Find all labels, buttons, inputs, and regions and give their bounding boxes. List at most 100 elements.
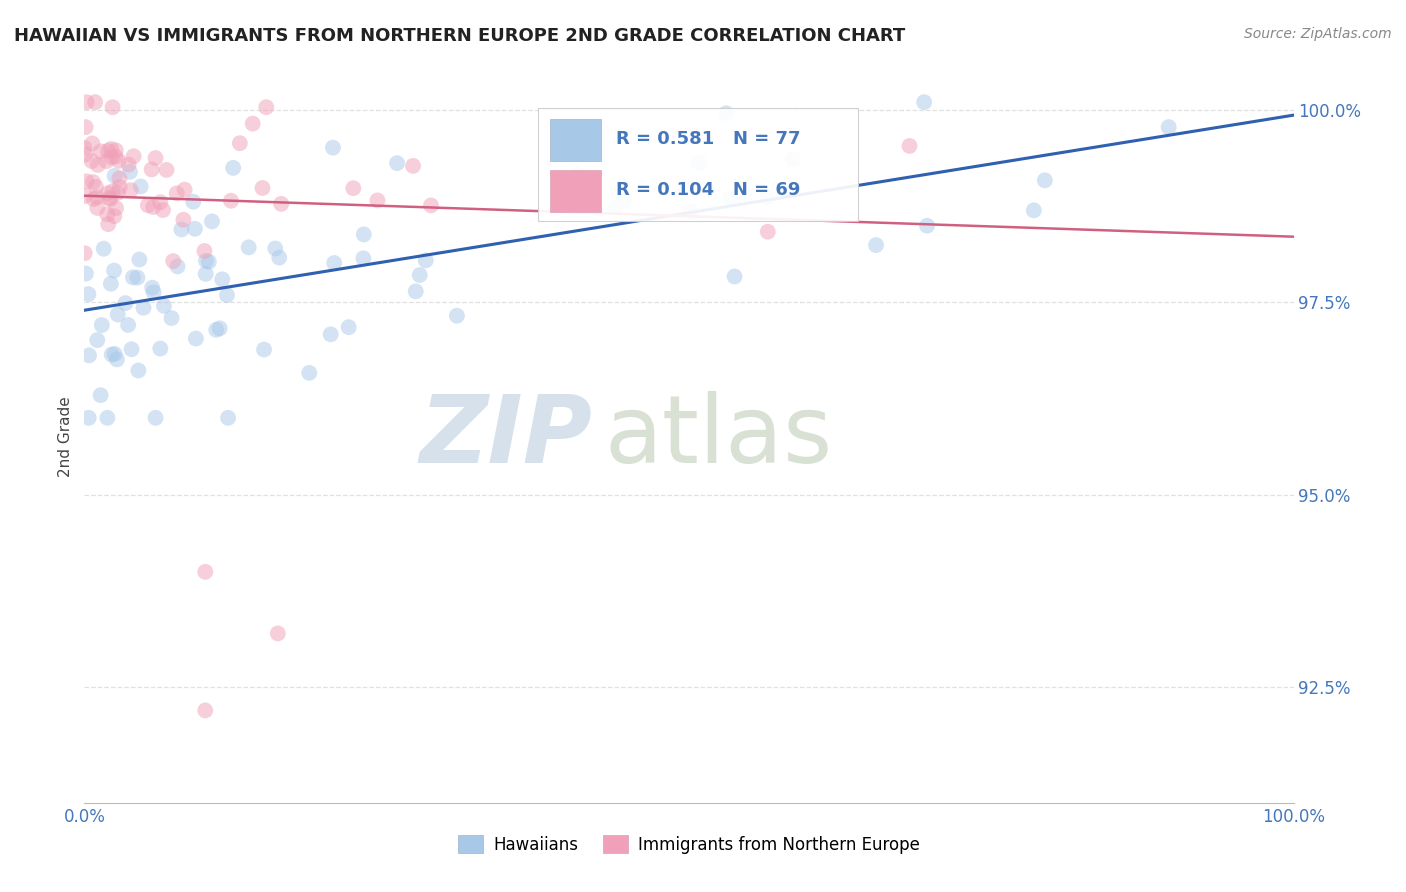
Text: R = 0.581   N = 77: R = 0.581 N = 77 <box>616 129 801 148</box>
Point <box>108 180 131 194</box>
Point <box>129 179 152 194</box>
Point <box>103 263 125 277</box>
Point <box>149 342 172 356</box>
Point <box>222 161 245 175</box>
Point <box>166 260 188 274</box>
Point <box>93 242 115 256</box>
Point <box>405 285 427 299</box>
Text: Source: ZipAtlas.com: Source: ZipAtlas.com <box>1244 27 1392 41</box>
Point <box>103 209 125 223</box>
Text: R = 0.104   N = 69: R = 0.104 N = 69 <box>616 181 801 199</box>
Point <box>208 321 231 335</box>
Point <box>342 181 364 195</box>
Point <box>352 252 374 266</box>
Point <box>194 253 217 268</box>
FancyBboxPatch shape <box>550 170 600 211</box>
Point <box>80 154 103 169</box>
Point <box>323 256 346 270</box>
Point <box>121 343 143 357</box>
Point <box>319 327 342 342</box>
Point <box>82 175 104 189</box>
Y-axis label: 2nd Grade: 2nd Grade <box>58 397 73 477</box>
Point <box>219 194 242 208</box>
Point <box>97 186 120 201</box>
Point <box>100 142 122 156</box>
Point <box>149 195 172 210</box>
Point <box>141 281 163 295</box>
Point <box>270 196 292 211</box>
Point <box>194 267 217 281</box>
Point <box>96 207 118 221</box>
FancyBboxPatch shape <box>538 108 858 221</box>
Point <box>1033 173 1056 187</box>
Point <box>153 299 176 313</box>
Point <box>127 270 149 285</box>
Point <box>142 285 165 300</box>
Point <box>420 198 443 212</box>
Point <box>107 153 129 168</box>
Point <box>756 225 779 239</box>
Point <box>170 222 193 236</box>
Point <box>105 201 128 215</box>
Point <box>353 227 375 242</box>
Point <box>155 163 177 178</box>
Point <box>714 106 737 120</box>
Point <box>100 347 122 361</box>
Point <box>160 311 183 326</box>
Point <box>86 201 108 215</box>
Text: atlas: atlas <box>605 391 832 483</box>
Point <box>201 214 224 228</box>
Point <box>77 410 100 425</box>
Point <box>166 186 188 201</box>
Point <box>118 158 141 172</box>
Point <box>211 272 233 286</box>
Point <box>242 117 264 131</box>
Point <box>104 150 127 164</box>
Point <box>136 198 159 212</box>
Text: ZIP: ZIP <box>419 391 592 483</box>
Point <box>108 171 131 186</box>
Point <box>107 186 129 200</box>
Point <box>77 348 100 362</box>
Point <box>76 95 98 110</box>
Point <box>104 347 127 361</box>
Point <box>84 179 107 194</box>
Point <box>723 269 745 284</box>
Point <box>720 192 742 206</box>
Point <box>162 254 184 268</box>
Point <box>101 100 124 114</box>
Point <box>205 323 228 337</box>
Point <box>86 333 108 347</box>
Point <box>128 252 150 267</box>
Point <box>104 143 127 157</box>
Point <box>117 318 139 332</box>
Point <box>269 251 291 265</box>
Point <box>298 366 321 380</box>
Point <box>82 136 104 151</box>
Point <box>118 165 141 179</box>
Point <box>122 270 145 285</box>
Point <box>90 318 112 332</box>
Point <box>132 301 155 315</box>
Point <box>184 332 207 346</box>
Point <box>83 192 105 206</box>
Point <box>194 565 217 579</box>
Point <box>145 410 167 425</box>
Point <box>145 151 167 165</box>
Point <box>96 154 118 169</box>
Point <box>898 139 921 153</box>
Point <box>267 626 290 640</box>
Point <box>76 174 98 188</box>
Point <box>87 158 110 172</box>
Point <box>73 189 96 203</box>
Legend: Hawaiians, Immigrants from Northern Europe: Hawaiians, Immigrants from Northern Euro… <box>451 829 927 860</box>
Point <box>253 343 276 357</box>
Point <box>578 170 600 185</box>
Point <box>688 155 710 169</box>
Point <box>612 193 634 207</box>
Point <box>756 190 779 204</box>
Point <box>1022 203 1045 218</box>
Point <box>77 287 100 301</box>
Point <box>409 268 432 282</box>
Point <box>915 219 938 233</box>
